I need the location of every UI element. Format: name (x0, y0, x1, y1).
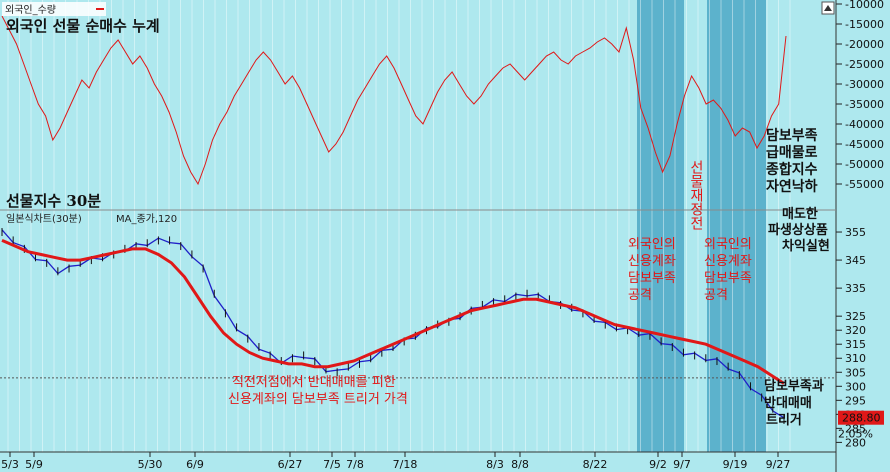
series-line-ma120 (1, 239, 785, 385)
x-tick-label: 7/5 (323, 458, 341, 471)
shaded-period-1 (637, 0, 684, 452)
y-tick-label: 345 (845, 254, 866, 267)
x-tick-label: 8/3 (486, 458, 504, 471)
legend-candles: 일본식차트(30분) (6, 213, 82, 225)
x-tick-label: 5/30 (138, 458, 163, 471)
y-tick-label: -40000 (845, 118, 884, 131)
y-tick-label: 310 (845, 352, 866, 365)
last-value-label: 288.80 (842, 412, 881, 425)
x-tick-label: 5/3 (1, 458, 19, 471)
y-tick-label: -55000 (845, 178, 884, 191)
legend-top: 외국인_수량 (5, 4, 56, 16)
y-tick-label: 285 (845, 422, 866, 435)
x-tick-label: 9/27 (766, 458, 791, 471)
y-tick-label: -50000 (845, 158, 884, 171)
annotation-margin-call-trigger: 반대매매 (764, 395, 812, 411)
shaded-periods (637, 0, 766, 452)
y-tick-label: -35000 (845, 98, 884, 111)
annotation-futures-arbitrage: 선물재정전 (688, 160, 704, 230)
y-tick-label: -20000 (845, 38, 884, 51)
x-tick-label: 9/7 (673, 458, 691, 471)
annotation-trigger-price: 신용계좌의 담보부족 트리거 가격 (228, 392, 408, 407)
x-tick-label: 9/2 (649, 458, 667, 471)
annotation-collateral-selloff: 종합지수 (766, 161, 818, 178)
x-axis: 5/3 5/9 5/30 6/9 6/27 7/5 7/8 7/18 8/3 8/8 8/22 9/2… (0, 451, 836, 471)
annotation-profit-taking: 파생상상품 (768, 223, 828, 238)
annotation-margin-call-trigger: 담보부족과 (764, 379, 824, 394)
y-tick-label: 355 (845, 226, 866, 239)
y-tick-label: 335 (845, 282, 866, 295)
annotation-profit-taking: 차익실현 (782, 238, 830, 254)
shaded-period-2 (707, 0, 766, 452)
y-tick-label: 320 (845, 324, 866, 337)
y-tick-label: -30000 (845, 78, 884, 91)
x-tick-label: 9/19 (723, 458, 748, 471)
annotation-collateral-selloff: 담보부족 (766, 127, 818, 144)
annotation-foreign-attack-1: 공격 (628, 288, 652, 303)
legend-top-box (2, 2, 106, 16)
x-tick-label: 5/9 (25, 458, 43, 471)
annotation-collateral-selloff: 자연낙하 (766, 178, 818, 195)
annotation-collateral-selloff: 급매물로 (766, 145, 818, 161)
annotation-margin-call-trigger: 트리거 (766, 412, 802, 428)
vertical-gridlines (7, 0, 791, 452)
y-tick-label: 315 (845, 338, 866, 351)
y-tick-label: -15000 (845, 18, 884, 31)
annotation-profit-taking: 매도한 (782, 206, 818, 222)
x-tick-label: 7/18 (393, 458, 418, 471)
annotation-foreign-attack-2: 신용계좌 (704, 254, 752, 269)
y-tick-label: 295 (845, 394, 866, 407)
x-tick-label: 7/8 (346, 458, 364, 471)
x-tick-label: 8/22 (583, 458, 608, 471)
legend-ma120: MA_종가,120 (116, 213, 177, 225)
x-tick-label: 6/9 (186, 458, 204, 471)
annotation-foreign-attack-1: 담보부족 (628, 271, 676, 286)
top-panel-title: 외국인 선물 순매수 누계 (6, 17, 160, 35)
bottom-panel: 3553453353253203153103053002952902852802… (0, 226, 884, 449)
y-tick-label: -25000 (845, 58, 884, 71)
x-tick-label: 8/8 (511, 458, 529, 471)
y-tick-label: 305 (845, 366, 866, 379)
series-line-foreign-futures (1, 15, 787, 186)
y-tick-label: -45000 (845, 138, 884, 151)
annotation-foreign-attack-1: 신용계좌 (628, 254, 676, 269)
annotation-foreign-attack-2: 공격 (704, 288, 728, 303)
x-tick-label: 6/27 (278, 458, 303, 471)
annotation-trigger-price: 직전저점에서 반대매매를 피한 (232, 375, 396, 390)
last-change-label: 2.05% (838, 428, 873, 441)
annotation-foreign-attack-2: 외국인의 (704, 237, 752, 252)
annotation-foreign-attack-1: 외국인의 (628, 237, 676, 252)
y-tick-label: 280 (845, 436, 866, 449)
last-value-badge (838, 410, 884, 425)
y-tick-label: -10000 (845, 0, 884, 11)
y-tick-label: 300 (845, 380, 866, 393)
bottom-panel-title: 선물지수 30분 (6, 192, 101, 210)
annotation-foreign-attack-2: 담보부족 (704, 271, 752, 286)
y-tick-label: 325 (845, 310, 866, 323)
scroll-up-arrow (824, 5, 832, 11)
